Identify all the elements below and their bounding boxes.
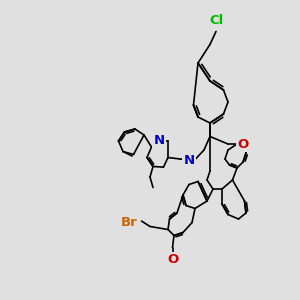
Text: N: N — [183, 154, 195, 167]
Text: Br: Br — [121, 215, 137, 229]
Text: O: O — [237, 137, 249, 151]
Text: O: O — [167, 253, 178, 266]
Text: N: N — [153, 134, 165, 148]
Text: Cl: Cl — [209, 14, 223, 28]
